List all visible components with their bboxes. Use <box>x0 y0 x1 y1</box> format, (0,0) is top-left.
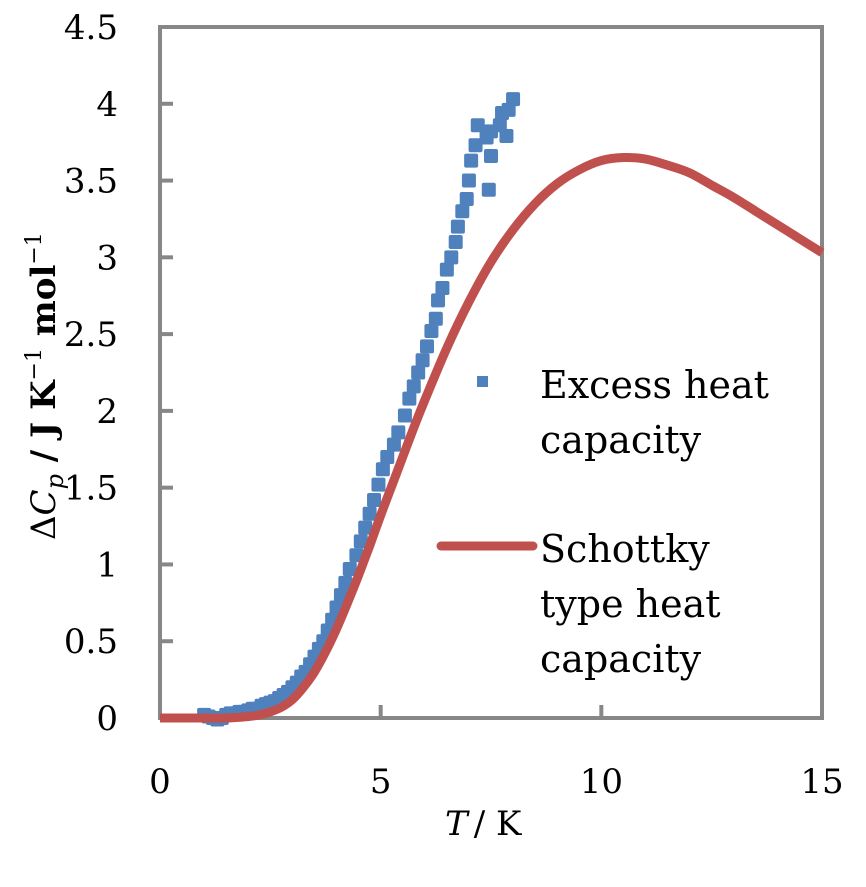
data-point-excess <box>468 138 483 153</box>
y-tick-label: 3 <box>96 238 118 278</box>
plot-border <box>158 25 824 720</box>
x-axis-ticks <box>378 705 604 718</box>
y-axis-tick-labels: 0 0.5 1 1.5 2 2.5 3 3.5 4 4.5 <box>64 8 118 739</box>
y-axis-title-unit1: / J K <box>24 379 64 474</box>
data-point-excess <box>484 148 498 163</box>
y-tick-label: 0.5 <box>64 622 118 662</box>
data-point-excess <box>481 182 496 197</box>
data-point-excess <box>470 118 485 133</box>
data-point-excess <box>499 129 514 144</box>
data-point-excess <box>464 153 479 168</box>
y-axis-title-unit2: mol <box>24 265 64 348</box>
data-point-excess <box>342 562 357 577</box>
data-point-excess <box>450 219 465 234</box>
data-point-excess <box>358 520 373 535</box>
data-point-excess <box>415 353 430 368</box>
x-tick-label: 15 <box>800 762 843 802</box>
data-point-excess <box>420 339 435 354</box>
data-point-excess <box>492 118 507 133</box>
data-point-excess <box>455 204 470 219</box>
data-point-excess <box>338 575 353 590</box>
x-tick-label: 0 <box>149 762 171 802</box>
data-point-excess <box>406 379 421 394</box>
y-tick-label: 4.5 <box>64 8 118 48</box>
data-point-excess <box>424 324 439 339</box>
plot-frame <box>158 25 824 720</box>
data-point-excess <box>349 548 364 563</box>
data-point-excess <box>431 293 446 308</box>
data-point-excess <box>362 506 377 521</box>
y-tick-label: 2.5 <box>64 315 118 355</box>
x-axis-tick-labels: 0 5 10 15 <box>149 762 843 802</box>
legend-marker-excess <box>477 376 488 387</box>
data-point-excess <box>353 534 368 549</box>
data-point-excess <box>435 281 450 296</box>
y-axis-title-sup1: −1 <box>22 348 47 380</box>
data-point-excess <box>461 173 476 188</box>
data-point-excess <box>428 311 443 326</box>
y-tick-label: 1 <box>96 545 118 585</box>
legend-label-schottky-line1: Schottky <box>540 527 710 571</box>
data-point-excess <box>375 462 390 477</box>
x-tick-label: 10 <box>580 762 623 802</box>
data-point-excess <box>506 92 521 107</box>
y-tick-label: 0 <box>96 699 118 739</box>
data-point-excess <box>439 262 454 277</box>
legend-label-excess-line2: capacity <box>540 418 702 462</box>
data-point-excess <box>459 191 474 206</box>
schottky-curve <box>160 152 825 723</box>
y-tick-label: 4 <box>96 85 118 125</box>
data-point-excess <box>501 102 516 117</box>
y-axis-title-subscript: p <box>41 474 69 489</box>
y-axis-title-symbol: C <box>24 489 64 515</box>
data-point-excess <box>367 492 382 507</box>
data-point-excess <box>444 250 459 265</box>
data-point-excess <box>386 437 401 452</box>
y-axis-title: ΔCp / J K−1 mol−1 <box>22 232 69 540</box>
excess-heat-capacity-series <box>197 92 521 727</box>
schottky-heat-capacity-series <box>160 152 825 723</box>
data-point-excess <box>448 234 463 249</box>
data-point-excess <box>380 449 395 464</box>
y-tick-label: 1.5 <box>64 469 118 509</box>
data-point-excess <box>402 391 417 406</box>
legend-label-schottky-line3: capacity <box>540 637 702 681</box>
legend-label-schottky-line2: type heat <box>540 582 721 626</box>
legend: Excess heat capacity Schottky type heat … <box>436 363 769 681</box>
y-tick-label: 3.5 <box>64 162 118 202</box>
x-tick-label: 5 <box>370 762 392 802</box>
x-axis-title: T / K <box>445 804 522 844</box>
legend-label-excess-line1: Excess heat <box>540 363 769 407</box>
x-axis-title-unit: / K <box>474 804 522 844</box>
y-tick-label: 2 <box>96 392 118 432</box>
data-point-excess <box>391 425 406 440</box>
x-axis-title-symbol: T <box>445 804 470 844</box>
data-point-excess <box>397 408 412 423</box>
y-axis-title-sup2: −1 <box>22 232 47 264</box>
y-axis-ticks <box>160 101 173 644</box>
data-point-excess <box>411 365 426 380</box>
y-axis-title-delta: Δ <box>24 515 64 540</box>
data-point-excess <box>371 477 386 492</box>
